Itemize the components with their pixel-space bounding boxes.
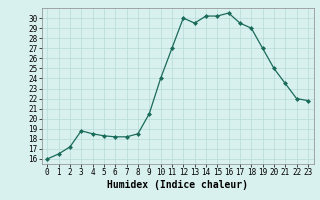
X-axis label: Humidex (Indice chaleur): Humidex (Indice chaleur) bbox=[107, 180, 248, 190]
